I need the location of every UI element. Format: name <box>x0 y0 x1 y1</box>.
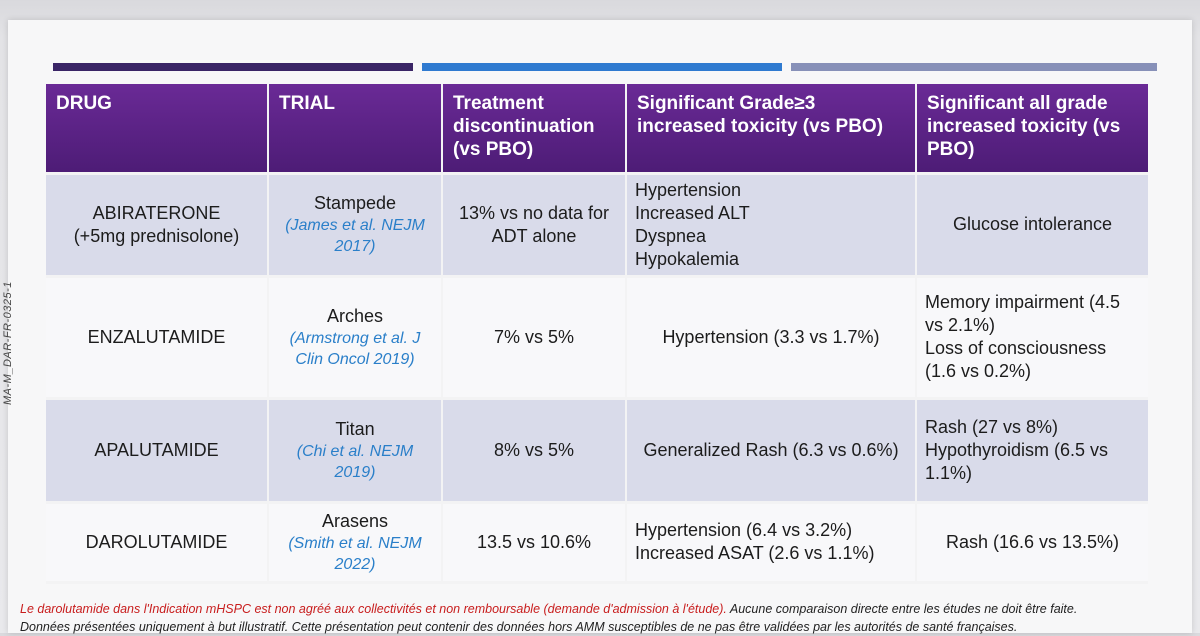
trial-reference: (Smith et al. NEJM 2022) <box>288 534 422 573</box>
grade3-item: Hypertension (3.3 vs 1.7%) <box>662 326 880 347</box>
drug-name: ENZALUTAMIDE <box>87 326 226 347</box>
header-all-grade-toxicity: Significant all grade increased toxicity… <box>916 84 1148 175</box>
table-row: APALUTAMIDE Titan (Chi et al. NEJM 2019)… <box>46 398 1148 504</box>
all-grade-item: Rash (27 vs 8%) <box>925 416 1059 437</box>
toxicity-table: DRUG TRIAL Treatment discontinuation (vs… <box>46 84 1148 584</box>
trial-name: Stampede <box>313 193 397 213</box>
header-trial: TRIAL <box>268 84 443 175</box>
trial-cell: Arasens (Smith et al. NEJM 2022) <box>268 502 443 584</box>
grade3-item: Increased ALT <box>635 202 750 223</box>
trial-cell: Stampede (James et al. NEJM 2017) <box>268 173 443 278</box>
footnote-warning: Le darolutamide dans l'Indication mHSPC … <box>20 602 727 616</box>
grade3-item: Hypertension (6.4 vs 3.2%) <box>635 520 853 540</box>
grade3-item: Hypertension <box>635 179 742 200</box>
grade3-cell: Hypertension Increased ALT Dyspnea Hypok… <box>626 173 917 278</box>
document-code: MA-M_DAR-FR-0325-1 <box>2 281 14 405</box>
all-grade-item: Rash (16.6 vs 13.5%) <box>945 531 1120 552</box>
discontinuation-cell: 13% vs no data for ADT alone <box>442 173 627 278</box>
all-grade-cell: Rash (27 vs 8%) Hypothyroidism (6.5 vs 1… <box>916 398 1148 504</box>
all-grade-item: Hypothyroidism (6.5 vs 1.1%) <box>925 439 1109 483</box>
drug-name: ABIRATERONE <box>92 202 221 223</box>
trial-name: Titan <box>335 418 375 439</box>
discontinuation-cell: 13.5 vs 10.6% <box>442 502 627 584</box>
drug-cell: APALUTAMIDE <box>46 398 269 504</box>
trial-name: Arches <box>326 305 384 326</box>
drug-cell: DAROLUTAMIDE <box>46 502 269 584</box>
trial-reference: (James et al. NEJM 2017) <box>285 217 425 255</box>
trial-reference: (Armstrong et al. J Clin Oncol 2019) <box>289 329 421 368</box>
decor-bar-dark-purple <box>53 63 413 71</box>
header-discontinuation: Treatment discontinuation (vs PBO) <box>442 84 627 175</box>
decor-bar-slate <box>791 63 1157 71</box>
grade3-cell: Generalized Rash (6.3 vs 0.6%) <box>626 398 917 504</box>
grade3-item: Dyspnea <box>635 225 707 246</box>
trial-cell: Arches (Armstrong et al. J Clin Oncol 20… <box>268 276 443 400</box>
grade3-item: Increased ASAT (2.6 vs 1.1%) <box>635 543 875 563</box>
footnote-line-1: Le darolutamide dans l'Indication mHSPC … <box>20 600 1200 618</box>
table-header-row: DRUG TRIAL Treatment discontinuation (vs… <box>46 84 1148 175</box>
all-grade-cell: Glucose intolerance <box>916 173 1148 278</box>
grade3-cell: Hypertension (3.3 vs 1.7%) <box>626 276 917 400</box>
trial-cell: Titan (Chi et al. NEJM 2019) <box>268 398 443 504</box>
table-row: DAROLUTAMIDE Arasens (Smith et al. NEJM … <box>46 502 1148 584</box>
table-row: ABIRATERONE (+5mg prednisolone) Stampede… <box>46 173 1148 278</box>
discontinuation-cell: 7% vs 5% <box>442 276 627 400</box>
trial-name: Arasens <box>321 510 389 531</box>
table-row: ENZALUTAMIDE Arches (Armstrong et al. J … <box>46 276 1148 400</box>
drug-note: (+5mg prednisolone) <box>73 225 240 246</box>
grade3-item: Hypokalemia <box>635 248 740 269</box>
drug-name: APALUTAMIDE <box>94 439 219 460</box>
grade3-item: Generalized Rash (6.3 vs 0.6%) <box>643 439 899 460</box>
drug-cell: ENZALUTAMIDE <box>46 276 269 400</box>
all-grade-item: Loss of consciousness (1.6 vs 0.2%) <box>925 338 1107 381</box>
trial-reference: (Chi et al. NEJM 2019) <box>296 442 414 481</box>
drug-name: DAROLUTAMIDE <box>85 531 228 552</box>
drug-cell: ABIRATERONE (+5mg prednisolone) <box>46 173 269 278</box>
all-grade-cell: Memory impairment (4.5 vs 2.1%) Loss of … <box>916 276 1148 400</box>
footnote-comparison-note: Aucune comparaison directe entre les étu… <box>726 602 1078 616</box>
discontinuation-cell: 8% vs 5% <box>442 398 627 504</box>
grade3-cell: Hypertension (6.4 vs 3.2%) Increased ASA… <box>626 502 917 584</box>
all-grade-item: Glucose intolerance <box>952 214 1113 234</box>
all-grade-item: Memory impairment (4.5 vs 2.1%) <box>925 292 1121 335</box>
footnote: Le darolutamide dans l'Indication mHSPC … <box>0 600 1200 636</box>
header-grade3-toxicity: Significant Grade≥3 increased toxicity (… <box>626 84 917 175</box>
header-drug: DRUG <box>46 84 269 175</box>
footnote-line-2: Données présentées uniquement à but illu… <box>20 620 1018 634</box>
decor-bar-blue <box>422 63 782 71</box>
all-grade-cell: Rash (16.6 vs 13.5%) <box>916 502 1148 584</box>
